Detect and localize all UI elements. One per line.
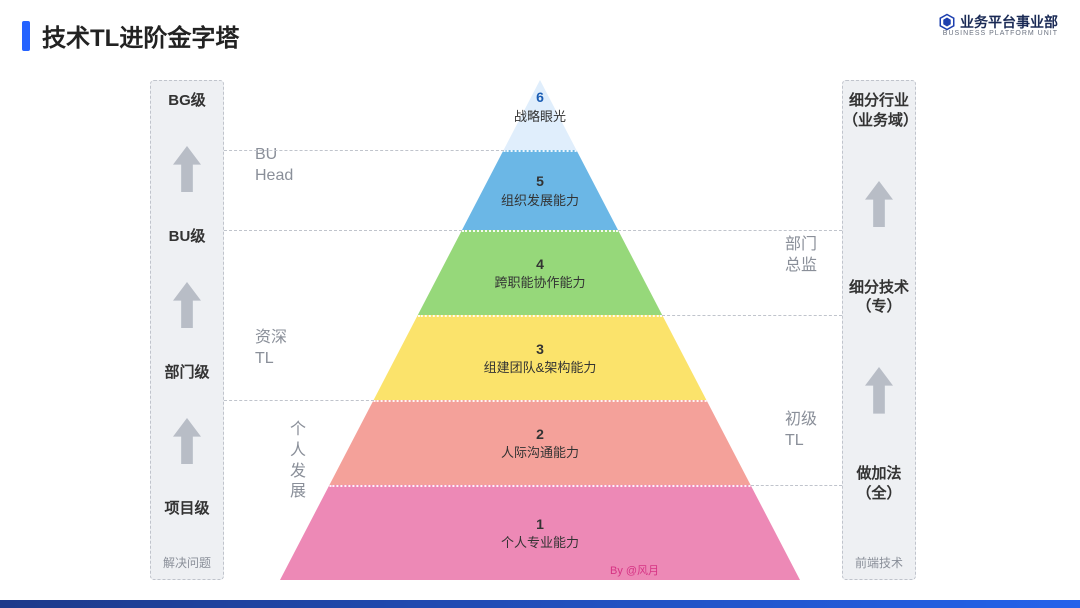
- brand-name: 业务平台事业部: [960, 12, 1058, 32]
- connector-line: [224, 230, 462, 231]
- domain-label-tech: 细分技术 （专）: [849, 278, 909, 317]
- scope-label-proj: 项目级: [164, 499, 209, 519]
- pyramid-level-label: 1个人专业能力: [501, 515, 579, 553]
- slide-header: 技术TL进阶金字塔: [22, 18, 239, 53]
- slide-title: 技术TL进阶金字塔: [42, 18, 239, 53]
- brand-subtitle: BUSINESS PLATFORM UNIT: [943, 30, 1058, 37]
- pyramid-level-text: 组建团队&架构能力: [484, 359, 597, 377]
- pyramid-level-text: 跨职能协作能力: [494, 274, 585, 292]
- pyramid-level-text: 个人专业能力: [501, 534, 579, 552]
- slide-bottom-bar: [0, 600, 1080, 608]
- pyramid-level-label: 3组建团队&架构能力: [484, 340, 597, 378]
- arrow-up-icon: [865, 181, 893, 228]
- right-column-foot: 前端技术: [855, 554, 903, 571]
- arrow-up-icon: [173, 146, 201, 193]
- connector-line: [618, 230, 842, 231]
- pyramid-divider: [504, 150, 577, 152]
- pyramid-level-text: 战略眼光: [514, 108, 566, 126]
- arrow-up-icon: [173, 282, 201, 329]
- scope-label-bg: BG级: [168, 91, 206, 111]
- left-column-foot: 解决问题: [163, 554, 211, 571]
- pyramid-divider: [329, 485, 750, 487]
- brand-icon: [938, 13, 956, 31]
- domain-label-biz: 细分行业 （业务域）: [843, 91, 915, 130]
- connector-line: [224, 150, 504, 151]
- scope-label-dept: 部门级: [164, 363, 209, 383]
- arrow-up-icon: [173, 418, 201, 465]
- connector-line: [224, 400, 374, 401]
- role-label-right: 部门 总监: [785, 235, 817, 277]
- pyramid-level-label: 6战略眼光: [514, 88, 566, 126]
- domain-label-full: 做加法 （全）: [856, 464, 901, 503]
- pyramid-divider: [374, 400, 707, 402]
- pyramid-level-label: 4跨职能协作能力: [494, 255, 585, 293]
- pyramid-divider: [418, 315, 662, 317]
- header-accent-bar: [22, 21, 30, 51]
- arrow-up-icon: [865, 367, 893, 414]
- pyramid-level-number: 4: [494, 255, 585, 275]
- role-label-left: 个 人 发 展: [290, 420, 308, 503]
- role-label-right: 初级 TL: [785, 410, 817, 452]
- pyramid-level-label: 2人际沟通能力: [501, 425, 579, 463]
- byline: By @风月: [610, 562, 659, 578]
- right-domain-column: 细分行业 （业务域） 细分技术 （专） 做加法 （全） 前端技术: [842, 80, 916, 580]
- pyramid-level-text: 组织发展能力: [501, 192, 579, 210]
- role-label-left: BU Head: [255, 145, 293, 187]
- diagram-area: BG级 BU级 部门级 项目级 解决问题 细分行业 （业务域） 细分技术 （专）…: [0, 80, 1080, 600]
- pyramid-level-label: 5组织发展能力: [501, 172, 579, 210]
- scope-label-bu: BU级: [169, 227, 206, 247]
- pyramid-level-number: 5: [501, 172, 579, 192]
- connector-line: [662, 315, 842, 316]
- brand-logo: 业务平台事业部: [938, 12, 1058, 32]
- pyramid-level-number: 3: [484, 340, 597, 360]
- pyramid-chart: 6战略眼光 5组织发展能力 4跨职能协作能力 3组建团队&架构能力 2人际沟通能力 1个人…: [280, 80, 800, 580]
- left-scope-column: BG级 BU级 部门级 项目级 解决问题: [150, 80, 224, 580]
- pyramid-level-number: 6: [514, 88, 566, 108]
- role-label-left: 资深 TL: [255, 328, 287, 370]
- pyramid-divider: [462, 230, 618, 232]
- pyramid-level-text: 人际沟通能力: [501, 444, 579, 462]
- connector-line: [751, 485, 842, 486]
- pyramid-level-number: 2: [501, 425, 579, 445]
- pyramid-level-number: 1: [501, 515, 579, 535]
